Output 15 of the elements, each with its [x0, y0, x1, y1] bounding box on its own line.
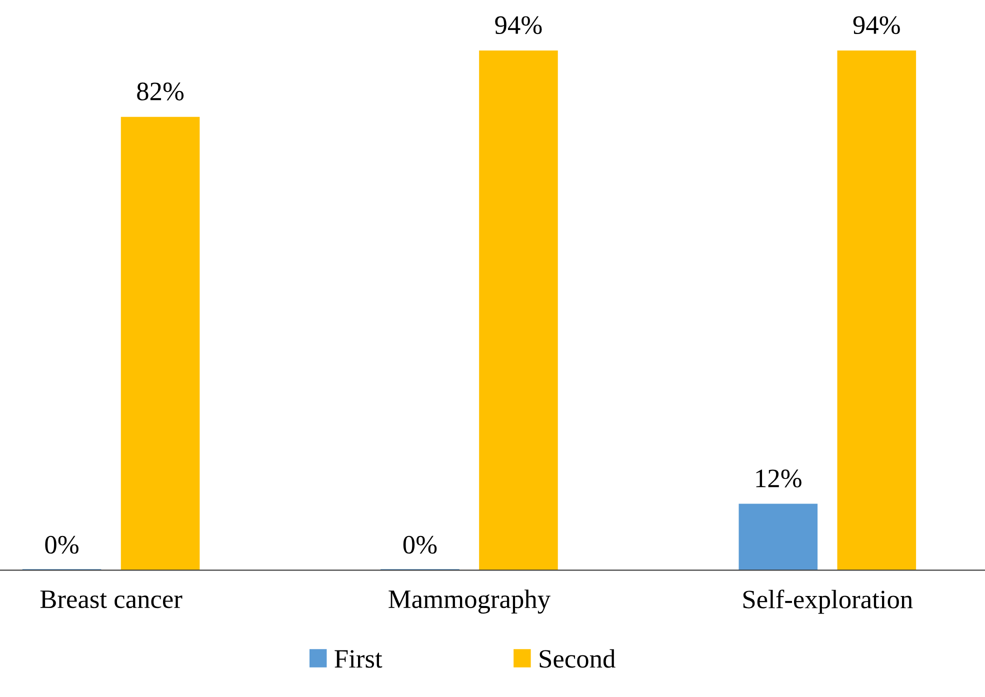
data-label: 12% — [756, 470, 802, 488]
data-label: 0% — [403, 536, 437, 554]
legend-label: Second — [540, 649, 616, 668]
bar — [120, 116, 200, 570]
data-label: 94% — [495, 16, 542, 34]
legend-label: First — [334, 650, 382, 668]
data-label: 82% — [137, 82, 184, 100]
bar — [479, 50, 558, 570]
bar — [738, 504, 818, 570]
data-label: 0% — [45, 536, 78, 554]
data-label: 94% — [853, 16, 900, 34]
bar — [837, 50, 916, 570]
x-tick-label: Self-exploration — [743, 590, 913, 614]
x-tick-label: Breast cancer — [40, 590, 182, 608]
x-tick-label: Mammography — [388, 590, 550, 614]
